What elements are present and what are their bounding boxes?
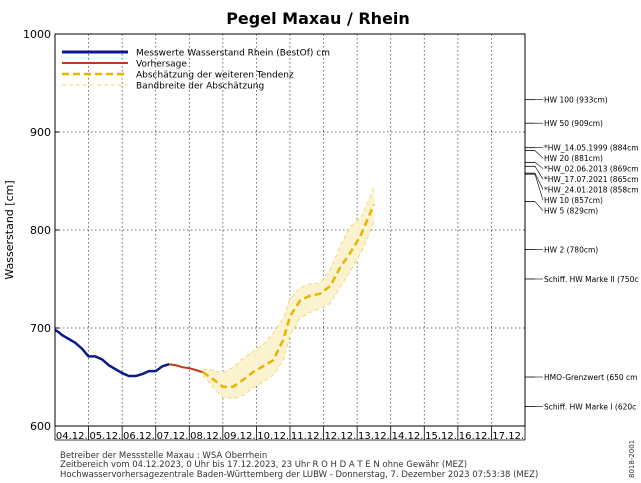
- reference-connector: [534, 174, 544, 201]
- y-tick-label: 900: [30, 126, 51, 139]
- series-line-forecast: [168, 363, 203, 374]
- reference-connector: [534, 173, 544, 190]
- reference-label: *HW_17.07.2021 (865cm: [544, 175, 639, 184]
- legend-label: Messwerte Wasserstand Rhein (BestOf) cm: [136, 49, 330, 59]
- footer-operator: Betreiber der Messstelle Maxau : WSA Obe…: [60, 451, 267, 461]
- x-tick-label: 13.12.: [358, 431, 390, 442]
- reference-connector: [534, 166, 544, 180]
- y-tick-label: 700: [30, 322, 51, 335]
- series-line-tendency: [202, 204, 376, 389]
- y-axis-label: Wasserstand [cm]: [3, 180, 16, 279]
- x-tick-label: 05.12.: [89, 431, 121, 442]
- reference-label: HW 5 (829cm): [544, 207, 598, 216]
- reference-label: HMO-Grenzwert (650 cm: [544, 373, 637, 382]
- band-area: [202, 186, 374, 399]
- x-tick-label: 16.12.: [459, 431, 491, 442]
- side-code: 8018-2001: [628, 440, 636, 478]
- x-tick-label: 15.12.: [425, 431, 457, 442]
- footer-publisher: Hochwasservorhersagezentrale Baden-Württ…: [60, 470, 538, 480]
- reference-label: HW 50 (909cm): [544, 119, 603, 128]
- reference-label: Schiff. HW Marke II (750c: [544, 275, 639, 284]
- legend: Messwerte Wasserstand Rhein (BestOf) cmV…: [62, 49, 330, 92]
- x-tick-label: 17.12.: [492, 431, 524, 442]
- reference-connector: [534, 162, 544, 169]
- grid-layer: [55, 34, 525, 426]
- reference-label: *HW_02.06.2013 (869cm: [544, 165, 639, 174]
- x-tick-label: 06.12.: [123, 431, 155, 442]
- x-tick-label: 07.12.: [157, 431, 189, 442]
- x-tick-label: 12.12.: [324, 431, 356, 442]
- legend-label: Vorhersage: [136, 60, 187, 70]
- reference-connector: [534, 201, 544, 211]
- legend-label: Abschätzung der weiteren Tendenz: [136, 71, 294, 81]
- x-tick-label: 08.12.: [190, 431, 222, 442]
- band-upper-line: [202, 186, 375, 374]
- y-tick-label: 800: [30, 224, 51, 237]
- reference-line-layer: HW 100 (933cm) HW 50 (909cm) *HW_14.05.199…: [525, 96, 639, 411]
- x-tick-label: 14.12.: [392, 431, 424, 442]
- x-tick-layer: 04.12. 05.12. 06.12. 07.12. 08.12. 09.12. 10.1…: [54, 426, 526, 442]
- chart-title: Pegel Maxau / Rhein: [226, 9, 410, 28]
- footer-time-range: Zeitbereich vom 04.12.2023, 0 Uhr bis 17…: [60, 460, 467, 470]
- y-tick-layer: 600 700 800 900 1000: [23, 28, 59, 433]
- x-tick-label: 11.12.: [291, 431, 323, 442]
- x-tick-label: 10.12.: [257, 431, 289, 442]
- reference-label: HW 2 (780cm): [544, 246, 598, 255]
- y-tick-label: 600: [30, 420, 51, 433]
- band-layer: [202, 186, 375, 400]
- y-tick-label: 1000: [23, 28, 51, 41]
- reference-label: HW 10 (857cm): [544, 196, 603, 205]
- legend-label: Bandbreite der Abschätzung: [136, 82, 264, 92]
- series-line-measured: [54, 328, 170, 378]
- reference-label: *HW_14.05.1999 (884cm: [544, 144, 639, 153]
- reference-label: HW 20 (881cm): [544, 154, 603, 163]
- reference-label: Schiff. HW Marke I (620c: [544, 402, 636, 411]
- x-tick-label: 04.12.: [56, 431, 88, 442]
- reference-label: *HW_24.01.2018 (858cm: [544, 186, 639, 195]
- reference-label: HW 100 (933cm): [544, 96, 608, 105]
- series-layer: [54, 204, 376, 389]
- x-tick-label: 09.12.: [224, 431, 256, 442]
- reference-connector: [534, 150, 544, 159]
